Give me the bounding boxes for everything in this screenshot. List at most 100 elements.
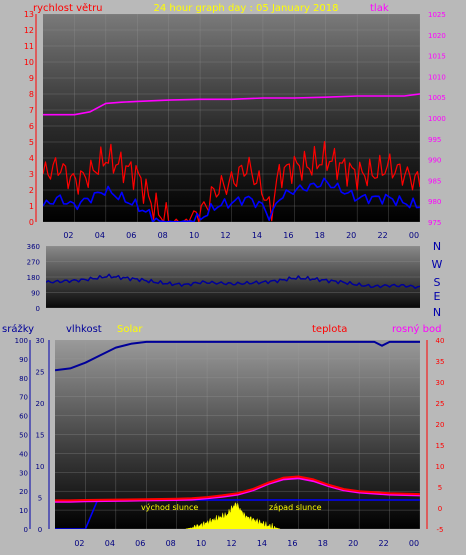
x-tick: 04 — [95, 231, 105, 240]
x-tick: 18 — [318, 539, 328, 548]
compass-s: S — [434, 276, 441, 289]
wind-gust-line — [43, 141, 420, 222]
x-tick: 10 — [196, 539, 206, 548]
humidity-line — [55, 340, 420, 372]
dewpoint-label: rosný bod — [392, 323, 441, 335]
y-tick-direction: 270 — [27, 259, 40, 267]
y-tick-wind: 13 — [24, 10, 34, 19]
y-tick-rain: 15 — [36, 432, 45, 440]
y-tick-rain: 25 — [36, 369, 45, 377]
y-tick-humidity: 100 — [15, 337, 28, 345]
temperature-line — [55, 475, 420, 502]
y-tick-direction: 90 — [31, 290, 40, 298]
compass-n-top: N — [433, 240, 441, 253]
y-tick-temperature: 30 — [436, 379, 445, 387]
y-tick-wind: 2 — [29, 186, 34, 195]
y-tick-temperature: -5 — [437, 526, 444, 534]
solar-label: Solar — [117, 324, 143, 335]
x-tick: 16 — [283, 231, 293, 240]
x-tick: 22 — [377, 231, 387, 240]
x-tick: 00 — [409, 539, 419, 548]
y-tick-wind: 11 — [24, 42, 34, 51]
y-tick-pressure: 1020 — [428, 32, 446, 40]
y-tick-temperature: 15 — [436, 442, 445, 450]
graph-title: 24 hour graph day : 05 January 2018 — [154, 3, 339, 14]
y-tick-humidity: 0 — [24, 526, 28, 534]
solar-area — [185, 501, 281, 529]
x-tick: 18 — [315, 231, 325, 240]
y-tick-humidity: 30 — [19, 469, 28, 477]
y-tick-humidity: 10 — [19, 507, 28, 515]
y-tick-temperature: 20 — [436, 421, 445, 429]
compass-w: W — [432, 258, 443, 271]
y-tick-wind: 10 — [24, 58, 34, 67]
x-tick: 00 — [409, 231, 419, 240]
y-tick-temperature: 25 — [436, 400, 445, 408]
x-tick: 14 — [252, 231, 262, 240]
y-tick-rain: 10 — [36, 463, 45, 471]
y-tick-temperature: 40 — [436, 337, 445, 345]
x-tick: 02 — [63, 231, 73, 240]
x-tick: 22 — [378, 539, 388, 548]
y-tick-pressure: 1000 — [428, 115, 446, 123]
x-tick: 10 — [189, 231, 199, 240]
y-tick-wind: 9 — [29, 74, 34, 83]
pressure-label: tlak — [370, 3, 389, 14]
y-tick-wind: 6 — [29, 122, 34, 131]
y-tick-pressure: 1015 — [428, 53, 446, 61]
x-tick: 08 — [158, 231, 168, 240]
x-tick: 06 — [126, 231, 136, 240]
y-tick-humidity: 50 — [19, 432, 28, 440]
y-tick-pressure: 980 — [428, 198, 441, 206]
y-tick-temperature: 35 — [436, 358, 445, 366]
y-tick-wind: 12 — [24, 26, 34, 35]
sunrise-label: východ slunce — [141, 503, 198, 512]
compass-e: E — [434, 290, 441, 303]
x-tick: 06 — [135, 539, 145, 548]
rain-label: srážky — [2, 323, 34, 335]
y-tick-direction: 360 — [27, 243, 40, 251]
y-tick-pressure: 1010 — [428, 73, 446, 81]
sunset-label: západ slunce — [269, 503, 322, 512]
y-tick-wind: 8 — [29, 90, 34, 99]
y-tick-direction: 180 — [27, 274, 40, 282]
x-tick: 08 — [166, 539, 176, 548]
y-tick-humidity: 70 — [19, 394, 28, 402]
x-tick: 04 — [105, 539, 115, 548]
y-tick-pressure: 975 — [428, 219, 441, 227]
dewpoint-line — [55, 477, 420, 503]
x-tick: 20 — [348, 539, 358, 548]
x-tick: 12 — [220, 231, 230, 240]
y-tick-pressure: 990 — [428, 157, 441, 165]
y-tick-rain: 20 — [36, 400, 45, 408]
temperature-label: teplota — [312, 324, 347, 335]
y-tick-rain: 5 — [38, 495, 42, 503]
y-tick-wind: 5 — [29, 138, 34, 147]
x-tick: 12 — [226, 539, 236, 548]
x-tick: 02 — [74, 539, 84, 548]
y-tick-humidity: 60 — [19, 413, 28, 421]
compass-n-bottom: N — [433, 306, 441, 319]
y-tick-wind: 7 — [29, 106, 34, 115]
y-tick-rain: 0 — [38, 526, 42, 534]
y-tick-pressure: 1005 — [428, 94, 446, 102]
wind-speed-label: rychlost větru — [33, 2, 103, 14]
y-tick-temperature: 10 — [436, 463, 445, 471]
y-tick-rain: 30 — [36, 337, 45, 345]
y-tick-humidity: 40 — [19, 450, 28, 458]
y-tick-pressure: 985 — [428, 177, 441, 185]
y-tick-pressure: 995 — [428, 136, 441, 144]
pressure-line — [43, 93, 420, 116]
x-tick: 16 — [287, 539, 297, 548]
wind-direction-line — [46, 273, 420, 290]
y-tick-direction: 0 — [36, 305, 40, 313]
y-tick-temperature: 0 — [438, 505, 442, 513]
y-tick-pressure: 1025 — [428, 11, 446, 19]
y-tick-wind: 1 — [29, 202, 34, 211]
wind-avg-line — [43, 177, 420, 222]
y-tick-wind: 3 — [29, 170, 34, 179]
y-tick-humidity: 20 — [19, 488, 28, 496]
y-tick-humidity: 90 — [19, 356, 28, 364]
